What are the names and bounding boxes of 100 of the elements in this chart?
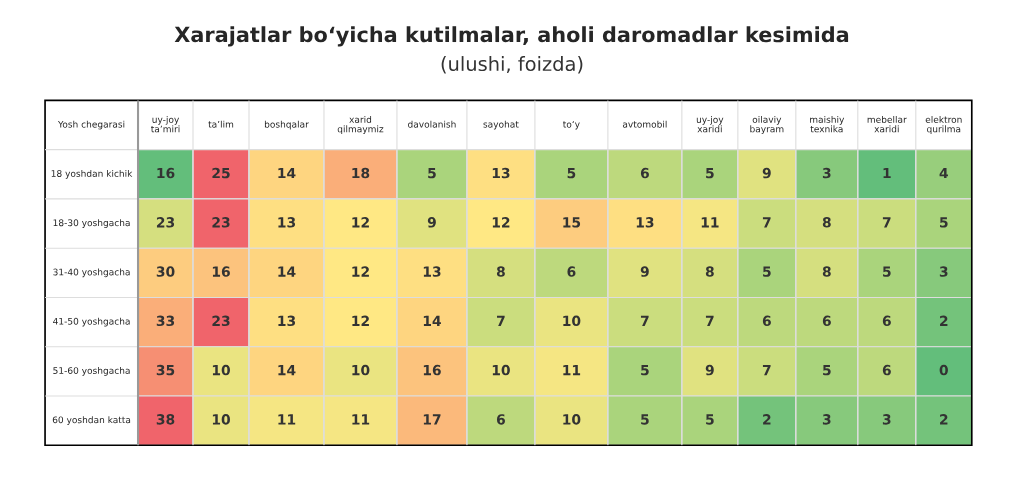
- data-label: 16: [157, 167, 175, 179]
- data-label: 5: [883, 266, 891, 277]
- data-label: 10: [212, 364, 230, 376]
- x-tick-label: elektron qurilma: [925, 115, 962, 135]
- data-label: 11: [701, 217, 719, 228]
- data-label: 9: [640, 266, 649, 277]
- data-label: 7: [497, 315, 505, 326]
- data-label: 5: [763, 266, 771, 277]
- data-label: 2: [940, 414, 948, 425]
- data-label: 6: [496, 414, 505, 425]
- data-label: 14: [278, 167, 296, 179]
- data-label: 5: [940, 217, 948, 228]
- data-label: 13: [278, 315, 296, 327]
- data-label: 11: [278, 414, 296, 425]
- data-label: 9: [427, 217, 436, 228]
- data-label: 12: [492, 217, 510, 228]
- data-label: 15: [563, 217, 581, 228]
- x-tick-label: to‘y: [563, 120, 580, 130]
- data-label: 7: [762, 365, 771, 376]
- data-label: 23: [212, 217, 230, 228]
- data-label: 5: [706, 167, 714, 179]
- data-label: 6: [882, 364, 891, 376]
- data-label: 16: [212, 266, 230, 277]
- data-label: 14: [423, 315, 441, 326]
- data-label: 18: [352, 167, 370, 179]
- data-label: 7: [705, 315, 714, 326]
- data-label: 7: [882, 217, 891, 228]
- data-label: 6: [882, 315, 891, 327]
- data-label: 14: [278, 365, 296, 376]
- x-tick-label: uy-joy xaridi: [696, 115, 724, 133]
- x-tick-label: oilaviy bayram: [750, 115, 784, 135]
- x-tick-label: uy-joy ta’miri: [151, 115, 180, 133]
- data-label: 3: [882, 414, 891, 425]
- data-label: 30: [156, 266, 175, 277]
- data-label: 2: [763, 414, 771, 425]
- data-label: 7: [762, 217, 771, 228]
- data-label: 14: [278, 266, 296, 277]
- data-label: 2: [940, 315, 948, 326]
- data-label: 5: [706, 414, 714, 425]
- y-tick-label: 60 yoshdan katta: [52, 416, 131, 425]
- data-label: 5: [641, 414, 649, 425]
- data-label: 6: [762, 315, 771, 327]
- data-label: 7: [640, 315, 649, 326]
- data-label: 17: [423, 414, 441, 425]
- data-label: 6: [822, 315, 831, 327]
- x-tick-label: sayohat: [483, 120, 519, 130]
- data-label: 11: [352, 414, 370, 425]
- data-label: 5: [823, 365, 831, 376]
- data-label: 4: [939, 167, 948, 179]
- data-label: 3: [939, 266, 948, 277]
- data-label: 12: [352, 266, 369, 277]
- data-label: 35: [156, 364, 175, 376]
- data-label: 8: [705, 266, 714, 277]
- x-tick-label: mebellar xaridi: [867, 115, 907, 133]
- data-label: 9: [705, 364, 714, 376]
- data-label: 12: [352, 315, 369, 326]
- data-label: 9: [762, 167, 771, 179]
- x-tick-label: boshqalar: [264, 120, 309, 130]
- data-label: 38: [156, 414, 175, 425]
- data-label: 6: [640, 167, 649, 179]
- y-axis-title: Yosh chegarasi: [57, 120, 125, 130]
- x-tick-label: ta’lim: [208, 120, 234, 128]
- y-tick-label: 18-30 yoshgacha: [53, 219, 130, 228]
- x-tick-label: avtomobil: [622, 120, 667, 128]
- data-label: 8: [822, 217, 831, 228]
- data-label: 23: [156, 217, 175, 228]
- data-label: 13: [278, 217, 296, 228]
- data-label: 10: [492, 364, 510, 376]
- data-label: 3: [822, 414, 831, 425]
- data-label: 12: [352, 217, 369, 228]
- data-label: 8: [496, 266, 505, 277]
- y-tick-label: 51-60 yoshgacha: [53, 366, 130, 376]
- data-label: 23: [212, 315, 230, 327]
- data-label: 33: [156, 315, 175, 327]
- data-label: 5: [641, 365, 649, 376]
- data-label: 8: [822, 266, 831, 277]
- data-label: 6: [567, 266, 576, 277]
- data-label: 11: [563, 365, 581, 376]
- data-label: 10: [563, 315, 581, 327]
- data-label: 5: [567, 167, 576, 179]
- data-label: 1: [883, 167, 891, 179]
- data-label: 16: [423, 364, 441, 376]
- chart-title: Xarajatlar bo‘yicha kutilmalar, aholi daromadlar kesimida: [174, 26, 849, 47]
- data-label: 5: [428, 167, 436, 179]
- x-tick-label: davolanish: [408, 120, 456, 128]
- data-label: 3: [822, 167, 831, 179]
- y-tick-label: 31-40 yoshgacha: [53, 268, 130, 278]
- y-tick-label: 18 yoshdan kichik: [51, 169, 133, 179]
- data-label: 13: [423, 266, 441, 277]
- data-label: 25: [212, 167, 230, 179]
- data-label: 0: [939, 364, 948, 376]
- data-label: 13: [636, 217, 654, 228]
- data-label: 10: [563, 414, 581, 425]
- x-tick-label: xarid qilmaymiz: [337, 115, 384, 135]
- data-label: 13: [492, 167, 510, 179]
- y-tick-label: 41-50 yoshgacha: [53, 317, 130, 327]
- data-label: 10: [352, 364, 370, 376]
- x-tick-label: maishiy texnika: [810, 115, 845, 133]
- data-label: 10: [212, 414, 230, 425]
- chart-subtitle: (ulushi, foizda): [441, 56, 583, 74]
